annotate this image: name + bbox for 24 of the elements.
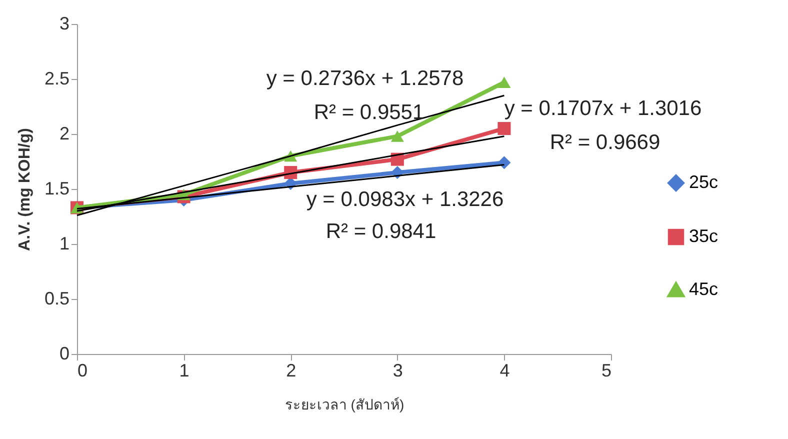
y-tick-label: 2 <box>59 124 70 144</box>
annotation: y = 0.0983x + 1.3226 <box>306 188 504 211</box>
annotation: y = 0.2736x + 1.2578 <box>266 67 464 90</box>
legend-label: 35c <box>689 226 718 246</box>
x-axis-title: ระยะเวลา (สัปดาห์) <box>284 396 404 412</box>
annotation: y = 0.1707x + 1.3016 <box>504 97 702 120</box>
x-tick-label: 2 <box>286 360 296 380</box>
annotation: R² = 0.9841 <box>326 220 436 243</box>
y-tick-label: 0 <box>59 344 70 364</box>
y-tick-label: 1 <box>59 234 70 254</box>
y-tick-label: 2.5 <box>44 68 70 88</box>
x-tick-label: 5 <box>601 360 612 380</box>
x-tick-label: 4 <box>500 360 510 380</box>
legend-label: 25c <box>689 172 718 192</box>
x-tick-label: 1 <box>179 360 190 380</box>
x-tick-label: 3 <box>392 360 403 380</box>
y-axis-title: A.V. (mg KOH/g) <box>16 128 34 251</box>
annotation: R² = 0.9551 <box>314 101 424 124</box>
y-tick-label: 0.5 <box>44 288 70 308</box>
y-tick-label: 3 <box>59 14 70 34</box>
x-tick-label: 0 <box>78 360 88 380</box>
legend-label: 45c <box>689 279 718 299</box>
y-tick-label: 1.5 <box>44 178 70 198</box>
annotation: R² = 0.9669 <box>550 131 660 154</box>
